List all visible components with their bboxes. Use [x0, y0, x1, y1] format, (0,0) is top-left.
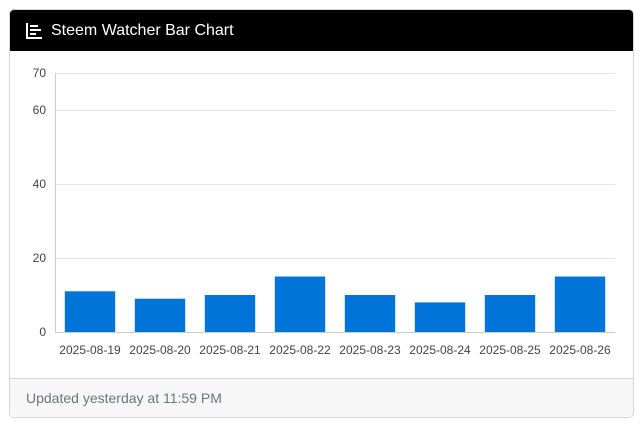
bar-2025-08-19 — [64, 291, 116, 332]
bar-2025-08-23 — [344, 295, 396, 332]
card-title: Steem Watcher Bar Chart — [51, 21, 234, 39]
bar-chart: 0 20 40 60 70 2025-08-19 2025-08-20 2025-08-21 2… — [33, 66, 615, 357]
x-tick-label-2025-08-25: 2025-08-25 — [479, 343, 541, 357]
x-tick-label-2025-08-20: 2025-08-20 — [129, 343, 191, 357]
y-tick-label-0: 0 — [39, 325, 46, 339]
x-tick-label-2025-08-21: 2025-08-21 — [199, 343, 261, 357]
bar-2025-08-21 — [204, 295, 256, 332]
x-tick-label-2025-08-19: 2025-08-19 — [59, 343, 121, 357]
y-tick-label-20: 20 — [33, 251, 47, 265]
bar-2025-08-22 — [274, 276, 326, 332]
x-tick-label-2025-08-22: 2025-08-22 — [269, 343, 331, 357]
card-header: Steem Watcher Bar Chart — [10, 10, 633, 51]
bar-2025-08-20 — [134, 298, 186, 332]
bar-chart-icon — [26, 22, 42, 39]
updated-text: Updated yesterday at 11:59 PM — [26, 390, 222, 406]
bar-2025-08-24 — [414, 302, 466, 332]
y-tick-label-40: 40 — [33, 177, 47, 191]
x-tick-label-2025-08-24: 2025-08-24 — [409, 343, 471, 357]
card-footer: Updated yesterday at 11:59 PM — [10, 378, 633, 417]
x-tick-label-2025-08-26: 2025-08-26 — [549, 343, 611, 357]
chart-card: Steem Watcher Bar Chart 0 20 40 60 70 2025-08… — [9, 9, 634, 418]
y-tick-label-70: 70 — [33, 66, 47, 80]
bar-2025-08-25 — [484, 295, 536, 332]
bar-2025-08-26 — [554, 276, 606, 332]
y-tick-label-60: 60 — [33, 103, 47, 117]
x-tick-label-2025-08-23: 2025-08-23 — [339, 343, 401, 357]
chart-area: 0 20 40 60 70 2025-08-19 2025-08-20 2025-08-21 2… — [10, 51, 633, 379]
